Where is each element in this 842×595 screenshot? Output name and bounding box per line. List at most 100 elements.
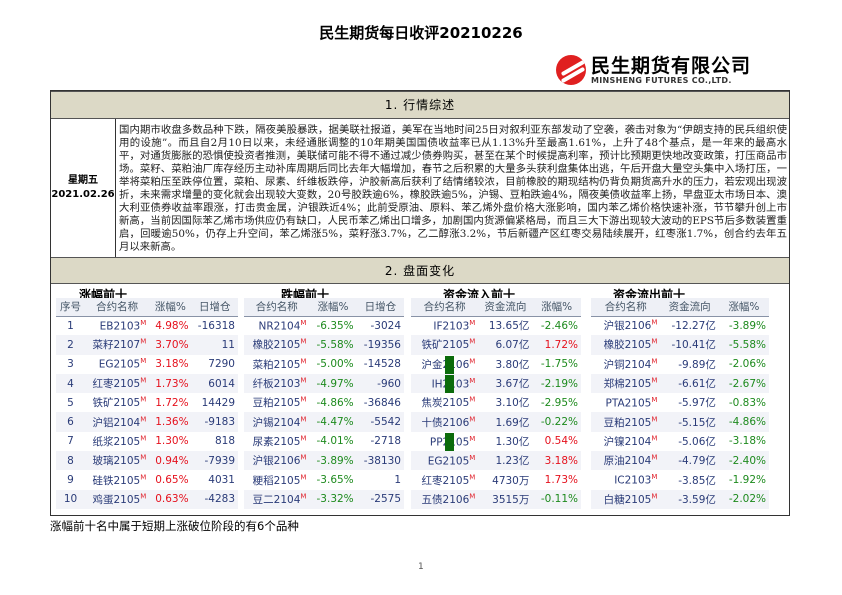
table-row[interactable]: 豆粕2105M -5.15亿 -4.86% — [591, 412, 769, 432]
table-row[interactable]: 10 鸡蛋2105M 0.63% -4283 — [56, 489, 238, 509]
change-pct: -3.65% — [309, 470, 357, 490]
change-pct: -4.86% — [309, 393, 357, 413]
table-row[interactable]: 9 硅铁2105M 0.65% 4031 — [56, 470, 238, 490]
main-contract-mark: M — [140, 357, 147, 366]
value: -16318 — [191, 316, 238, 336]
value: -5.06亿 — [660, 431, 719, 452]
table-row[interactable]: 8 玻璃2105M 0.94% -7939 — [56, 451, 238, 471]
value: -10.41亿 — [660, 335, 719, 355]
table-row[interactable]: NR2104M -6.35% -3024 — [244, 316, 404, 336]
table-row[interactable]: 4 红枣2105M 1.73% 6014 — [56, 373, 238, 394]
main-contract-mark: M — [651, 318, 658, 327]
table-row[interactable]: 5 铁矿2105M 1.72% 14429 — [56, 393, 238, 413]
table-row[interactable]: 粳稻2105M -3.65% 1 — [244, 470, 404, 490]
table-row[interactable]: 沪镍2104M -5.06亿 -3.18% — [591, 431, 769, 452]
table-row[interactable]: 沪银2106M -12.27亿 -3.89% — [591, 316, 769, 336]
table-row[interactable]: 纤板2103M -4.97% -960 — [244, 373, 404, 394]
change-pct: -0.11% — [532, 489, 581, 509]
rank: 6 — [56, 412, 86, 432]
value: -19356 — [356, 335, 404, 355]
contract-name: 豆粕2105M — [244, 393, 310, 413]
table-row[interactable]: 沪铜2104M -9.89亿 -2.06% — [591, 354, 769, 374]
value: -9183 — [191, 412, 238, 432]
value: -960 — [356, 373, 404, 394]
contract-name: 沪银2106M — [591, 316, 661, 336]
contract-name: 铁矿2105M — [411, 335, 479, 355]
table-row[interactable]: 十债2106M 1.69亿 -0.22% — [411, 412, 581, 432]
table-row[interactable]: 6 沪铝2104M 1.36% -9183 — [56, 412, 238, 432]
change-pct: -2.95% — [532, 393, 581, 413]
table-row[interactable]: 沪金2106M3.80亿-1.75% — [411, 354, 581, 374]
table-row[interactable]: 7 纸浆2105M 1.30% 818 — [56, 431, 238, 452]
weekday: 星期五 — [68, 175, 98, 186]
value: 11 — [191, 335, 238, 355]
rank: 1 — [56, 316, 86, 336]
table-row[interactable]: 红枣2105M 4730万 1.73% — [411, 470, 581, 490]
main-contract-mark: M — [469, 453, 476, 462]
main-contract-mark: M — [469, 376, 476, 385]
main-contract-mark: M — [140, 319, 147, 328]
change-pct: -0.22% — [532, 412, 581, 432]
main-contract-mark: M — [140, 376, 147, 385]
table-row[interactable]: 豆粕2105M -4.86% -36846 — [244, 393, 404, 413]
market-summary: 国内期市收盘多数品种下跌，隔夜美股暴跌，据美联社报道，美军在当地时间25日对叙利… — [119, 124, 787, 253]
limit-down-flag — [445, 374, 454, 393]
change-pct: -0.83% — [718, 393, 769, 413]
column-header: 合约名称 — [591, 298, 661, 317]
column-header: 日增仓 — [356, 298, 404, 317]
table-row[interactable]: 沪银2106M -3.89% -38130 — [244, 451, 404, 471]
contract-name: 玻璃2105M — [85, 451, 150, 471]
table-row[interactable]: 五债2106M 3515万 -0.11% — [411, 489, 581, 509]
value: 13.65亿 — [478, 316, 533, 336]
value: -38130 — [356, 451, 404, 471]
column-header: 资金流向 — [660, 298, 719, 317]
column-header: 合约名称 — [411, 298, 479, 317]
table-row[interactable]: IF2103M 13.65亿 -2.46% — [411, 316, 581, 336]
value: -7939 — [191, 451, 238, 471]
main-contract-mark: M — [300, 415, 307, 424]
contract-name: 尿素2105M — [244, 431, 310, 452]
table-row[interactable]: IH2103M3.67亿-2.19% — [411, 373, 581, 394]
table-row[interactable]: 橡胶2105M -10.41亿 -5.58% — [591, 335, 769, 355]
value: -3.59亿 — [660, 489, 719, 509]
table-row[interactable]: PTA2105M -5.97亿 -0.83% — [591, 393, 769, 413]
contract-name: PP2105M — [411, 431, 479, 452]
table-row[interactable]: 3 EG2105M 3.18% 7290 — [56, 354, 238, 374]
contract-name: 十债2106M — [411, 412, 479, 432]
table-row[interactable]: 菜粕2105M -5.00% -14528 — [244, 354, 404, 374]
header-row: 合约名称 资金流向 涨幅% — [591, 298, 769, 317]
table-row[interactable]: EG2105M 1.23亿 3.18% — [411, 451, 581, 471]
limit-down-flag — [445, 432, 454, 451]
main-contract-mark: M — [140, 473, 147, 482]
table-row[interactable]: 铁矿2105M 6.07亿 1.72% — [411, 335, 581, 355]
gainers-table: 序号 合约名称 涨幅% 日增仓 1 EB2103M 4.98% -16318 2 菜籽2107M 3… — [56, 298, 238, 509]
change-pct: -5.58% — [309, 335, 357, 355]
change-pct: 1.72% — [149, 393, 192, 413]
page-number: 1 — [418, 562, 424, 572]
change-pct: -1.92% — [718, 470, 769, 490]
table-row[interactable]: 1 EB2103M 4.98% -16318 — [56, 316, 238, 336]
value: 3.80亿 — [478, 354, 533, 374]
table-row[interactable]: 郑棉2105M -6.61亿 -2.67% — [591, 373, 769, 394]
contract-name: 橡胶2105M — [591, 335, 661, 355]
date: 2021.02.26 — [51, 189, 115, 200]
table-row[interactable]: 尿素2105M -4.01% -2718 — [244, 431, 404, 452]
table-row[interactable]: 白糖2105M -3.59亿 -2.02% — [591, 489, 769, 509]
table-row[interactable]: 原油2104M -4.79亿 -2.40% — [591, 451, 769, 471]
table-row[interactable]: 沪锡2104M -4.47% -5542 — [244, 412, 404, 432]
main-contract-mark: M — [469, 395, 476, 404]
contract-name: 焦炭2105M — [411, 393, 479, 413]
contract-name: 粳稻2105M — [244, 470, 310, 490]
contract-name: 豆二2104M — [244, 489, 310, 509]
table-row[interactable]: 橡胶2105M -5.58% -19356 — [244, 335, 404, 355]
table-row[interactable]: 2 菜籽2107M 3.70% 11 — [56, 335, 238, 355]
table-row[interactable]: 焦炭2105M 3.10亿 -2.95% — [411, 393, 581, 413]
main-contract-mark: M — [300, 357, 307, 366]
main-contract-mark: M — [140, 492, 147, 501]
losers-table: 合约名称 涨幅% 日增仓 NR2104M -6.35% -3024 橡胶2105M -5.58… — [244, 298, 404, 509]
value: -36846 — [356, 393, 404, 413]
table-row[interactable]: IC2103M -3.85亿 -1.92% — [591, 470, 769, 490]
table-row[interactable]: 豆二2104M -3.32% -2575 — [244, 489, 404, 509]
column-header: 涨幅% — [532, 298, 581, 317]
